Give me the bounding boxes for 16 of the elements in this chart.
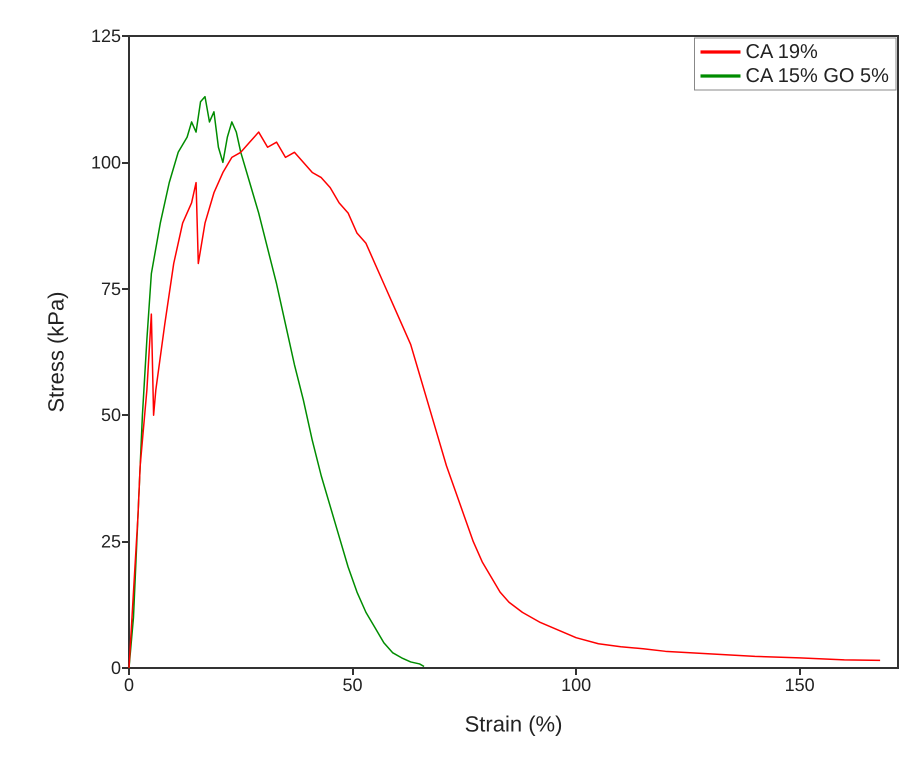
line-series <box>128 131 881 669</box>
y-tick-label: 25 <box>100 532 121 552</box>
x-tick-label: 150 <box>784 675 815 695</box>
x-tick-label: 50 <box>342 675 363 695</box>
y-tick-label: 125 <box>90 26 121 46</box>
legend-label: CA 19% <box>746 41 818 63</box>
line-series <box>128 96 425 669</box>
x-tick-label: 100 <box>561 675 592 695</box>
y-tick-label: 75 <box>100 278 121 299</box>
y-tick-label: 50 <box>100 405 121 426</box>
x-tick-label: 0 <box>124 675 134 695</box>
y-tick-label: 100 <box>90 152 121 172</box>
legend-label: CA 15% GO 5% <box>746 65 890 87</box>
x-axis-title: Strain (%) <box>464 712 562 736</box>
y-tick-label: 0 <box>110 658 121 678</box>
y-axis-title: Stress (kPa) <box>44 291 68 413</box>
